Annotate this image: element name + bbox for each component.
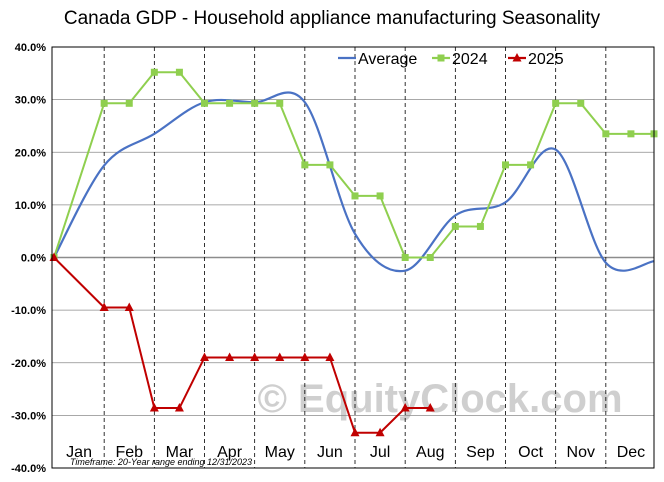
- data-point-square: [351, 192, 359, 200]
- y-tick-label: -30.0%: [11, 410, 46, 422]
- y-tick-label: 20.0%: [15, 147, 46, 159]
- data-point-triangle: [225, 352, 235, 361]
- data-point-triangle: [400, 403, 410, 412]
- y-tick-label: -40.0%: [11, 463, 46, 475]
- data-point-square: [175, 68, 183, 76]
- legend-label: 2025: [528, 51, 564, 68]
- legend: Average 2024 2025: [338, 51, 564, 68]
- data-point-square: [301, 161, 309, 169]
- x-tick-label: Apr: [217, 444, 243, 461]
- series-line-average: [53, 91, 655, 273]
- data-point-square: [426, 254, 434, 261]
- data-point-square: [437, 54, 445, 62]
- x-tick-label: Sep: [466, 444, 495, 461]
- data-point-square: [502, 161, 509, 169]
- x-tick-label: Jun: [317, 444, 343, 461]
- x-tick-label: Jan: [66, 444, 92, 461]
- data-point-triangle: [512, 53, 522, 62]
- data-point-square: [201, 99, 208, 107]
- data-point-square: [376, 192, 384, 200]
- x-tick-label: Mar: [166, 444, 194, 461]
- legend-item-average: Average: [338, 51, 417, 68]
- data-point-triangle: [300, 352, 310, 361]
- x-tick-label: Dec: [617, 444, 645, 461]
- y-tick-label: -20.0%: [11, 358, 46, 370]
- legend-item-2025: 2025: [508, 51, 564, 68]
- data-point-square: [451, 222, 459, 230]
- plot-frame: [51, 46, 655, 469]
- data-point-triangle: [99, 302, 109, 311]
- data-point-triangle: [124, 302, 134, 311]
- series-2025: [49, 252, 435, 437]
- data-point-square: [627, 130, 635, 138]
- x-tick-label: Feb: [115, 444, 143, 461]
- data-point-square: [476, 222, 484, 230]
- x-tick-label: May: [265, 444, 295, 461]
- footnote: Timeframe: 20-Year range ending 12/31/20…: [70, 457, 252, 467]
- y-tick-label: 40.0%: [15, 42, 46, 54]
- legend-item-2024: 2024: [432, 51, 488, 68]
- legend-label: 2024: [452, 51, 488, 68]
- series-line-2024: [53, 71, 654, 259]
- data-point-square: [602, 130, 610, 138]
- data-point-triangle: [325, 352, 335, 361]
- data-point-square: [326, 161, 334, 169]
- x-tick-label: Aug: [416, 444, 444, 461]
- data-point-square: [251, 99, 259, 107]
- data-point-triangle: [275, 352, 285, 361]
- data-point-square: [527, 161, 535, 169]
- x-axis-ticks: Jan Feb Mar Apr May Jun Jul Aug Sep Oct Nov Dec: [66, 444, 645, 461]
- data-point-triangle: [425, 403, 435, 412]
- x-tick-label: Jul: [370, 444, 390, 461]
- data-point-triangle: [200, 352, 209, 361]
- chart-title: Canada GDP - Household appliance manufac…: [64, 8, 601, 29]
- legend-label: Average: [358, 51, 417, 68]
- data-point-square: [276, 99, 284, 107]
- data-point-triangle: [250, 352, 260, 361]
- y-tick-label: 10.0%: [15, 200, 46, 212]
- y-tick-label: 30.0%: [15, 95, 46, 107]
- data-point-triangle: [149, 403, 159, 412]
- data-point-square: [401, 254, 409, 261]
- data-point-triangle: [375, 427, 385, 437]
- data-point-square: [125, 99, 133, 107]
- y-tick-label: -10.0%: [11, 305, 46, 317]
- series-average: [53, 91, 655, 273]
- data-point-square: [552, 99, 560, 107]
- data-point-square: [150, 68, 158, 76]
- x-tick-label: Nov: [567, 444, 595, 461]
- data-point-square: [577, 99, 585, 107]
- y-axis-ticks: 40.0% 30.0% 20.0% 10.0% 0.0% -10.0% -20.0% -30.…: [11, 42, 46, 475]
- data-point-square: [226, 99, 234, 107]
- series-group: [49, 68, 658, 437]
- watermark: © EquityClock.com: [257, 377, 622, 421]
- x-tick-label: Oct: [518, 444, 543, 461]
- data-point-triangle: [350, 427, 360, 437]
- data-point-square: [100, 99, 108, 107]
- y-tick-label: 0.0%: [21, 253, 46, 265]
- data-point-triangle: [174, 403, 184, 412]
